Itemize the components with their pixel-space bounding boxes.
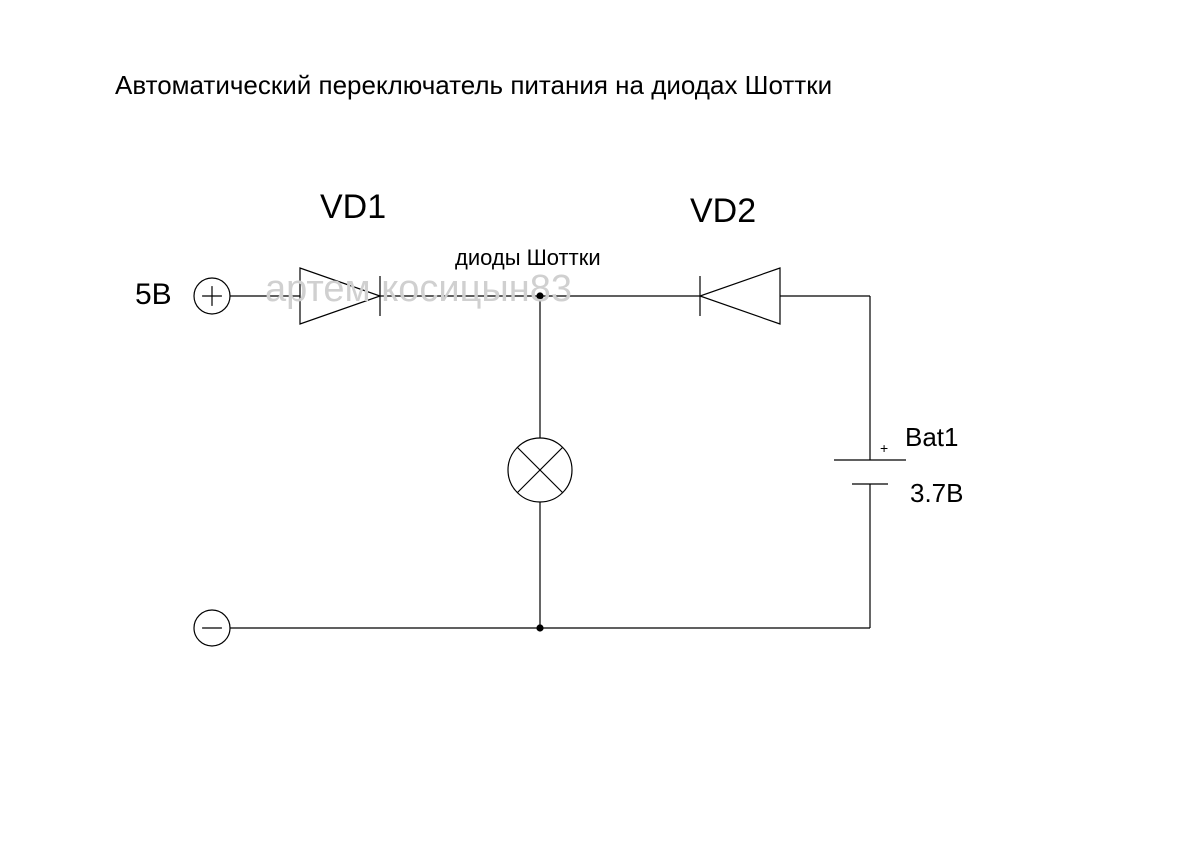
watermark-text: артем косицын83	[265, 268, 572, 311]
label-vd2: VD2	[690, 192, 756, 231]
label-bat-plus: +	[880, 440, 888, 456]
diode-vd2-icon	[700, 268, 780, 324]
circuit-diagram	[0, 0, 1200, 848]
diagram-title: Автоматический переключатель питания на …	[115, 70, 832, 101]
node-bottom	[537, 625, 543, 631]
label-vin: 5В	[135, 278, 172, 312]
label-bat: Bat1	[905, 422, 959, 453]
label-vd1: VD1	[320, 188, 386, 227]
label-bat-voltage: 3.7В	[910, 478, 964, 509]
label-schottky: диоды Шоттки	[455, 245, 601, 271]
